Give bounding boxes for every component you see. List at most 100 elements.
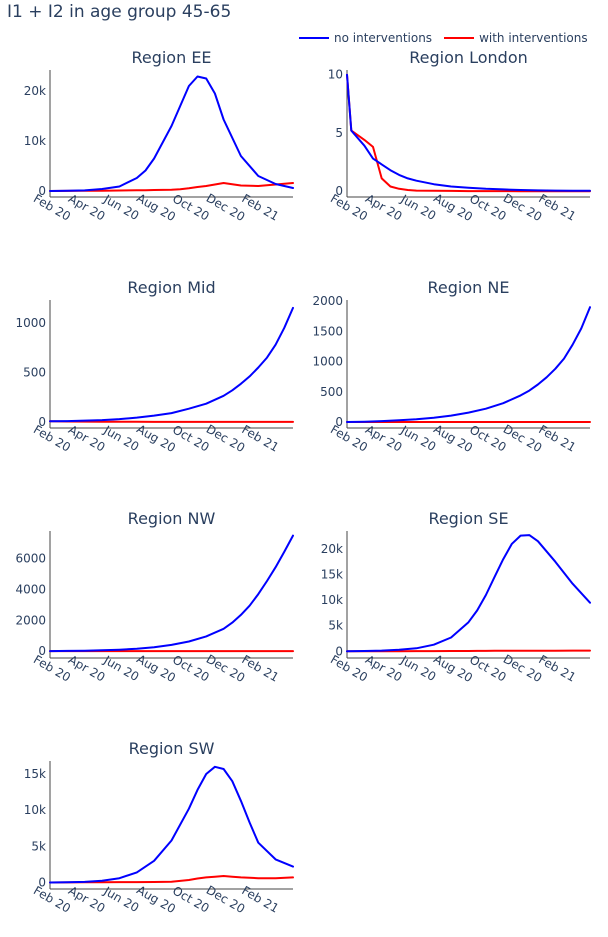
x-tick-label: Oct 20 [170, 423, 212, 455]
y-tick-label: 0 [335, 415, 343, 429]
x-tick-label: Jun 20 [398, 653, 439, 685]
y-tick-label: 10k [321, 593, 343, 607]
x-tick-label: Aug 20 [431, 422, 475, 455]
legend-item-no-interventions[interactable]: no interventions [299, 31, 432, 45]
series-line [49, 75, 294, 192]
series-line [346, 73, 591, 192]
x-tick-label: Aug 20 [134, 883, 178, 916]
y-tick-label: 2000 [312, 294, 343, 308]
series-line [49, 420, 294, 423]
x-tick-label: Oct 20 [467, 192, 509, 224]
series-line [49, 534, 294, 653]
y-tick-label: 10k [24, 803, 46, 817]
subplot-title: Region EE [131, 48, 211, 67]
x-tick-label: Feb 20 [328, 652, 370, 684]
x-tick-label: Feb 21 [536, 191, 578, 223]
y-tick-label: 0 [38, 875, 46, 889]
x-tick-label: Feb 21 [536, 422, 578, 454]
x-tick-label: Oct 20 [170, 192, 212, 224]
x-tick-label: Jun 20 [101, 884, 142, 916]
x-tick-label: Feb 21 [239, 883, 281, 915]
legend[interactable]: no interventions with interventions [299, 29, 600, 47]
x-tick-label: Feb 21 [536, 652, 578, 684]
y-tick-label: 500 [320, 385, 343, 399]
y-tick-label: 500 [23, 365, 46, 379]
x-tick-label: Oct 20 [467, 423, 509, 455]
y-tick-label: 5 [335, 126, 343, 140]
x-tick-label: Dec 20 [204, 422, 248, 455]
x-tick-label: Aug 20 [134, 191, 178, 224]
x-tick-label: Apr 20 [363, 653, 405, 685]
subplot-title: Region NE [428, 278, 510, 297]
y-tick-label: 10 [328, 68, 343, 82]
x-tick-label: Oct 20 [467, 653, 509, 685]
legend-label: with interventions [479, 31, 588, 45]
legend-item-with-interventions[interactable]: with interventions [444, 31, 588, 45]
legend-swatch [444, 37, 475, 39]
y-tick-label: 1000 [15, 316, 46, 330]
x-tick-label: Aug 20 [431, 652, 475, 685]
x-tick-label: Apr 20 [66, 884, 108, 916]
x-tick-label: Dec 20 [204, 883, 248, 916]
x-tick-label: Jun 20 [101, 192, 142, 224]
y-tick-label: 0 [335, 184, 343, 198]
subplot-title: Region London [409, 48, 528, 67]
x-tick-label: Dec 20 [204, 652, 248, 685]
y-tick-label: 20k [24, 84, 46, 98]
x-tick-label: Feb 21 [239, 191, 281, 223]
x-tick-label: Feb 21 [239, 652, 281, 684]
subplot-title: Region SE [428, 509, 508, 528]
chart-title: I1 + I2 in age group 45-65 [7, 2, 232, 22]
x-tick-label: Feb 20 [31, 191, 73, 223]
y-tick-label: 20k [321, 542, 343, 556]
legend-swatch [299, 37, 329, 39]
x-tick-label: Jun 20 [101, 423, 142, 455]
x-tick-label: Dec 20 [501, 422, 545, 455]
x-tick-label: Apr 20 [66, 192, 108, 224]
y-tick-label: 1000 [312, 355, 343, 369]
series-line [49, 182, 294, 192]
x-tick-label: Feb 21 [239, 422, 281, 454]
series-line [346, 534, 591, 653]
y-tick-label: 15k [321, 568, 343, 582]
series-line [49, 765, 294, 884]
x-tick-label: Jun 20 [398, 192, 439, 224]
x-tick-label: Dec 20 [501, 191, 545, 224]
subplot-title: Region SW [129, 739, 215, 758]
x-tick-label: Feb 20 [31, 883, 73, 915]
series-line [346, 649, 591, 653]
y-tick-label: 0 [335, 644, 343, 658]
x-tick-label: Jun 20 [398, 423, 439, 455]
y-tick-label: 0 [38, 644, 46, 658]
legend-label: no interventions [334, 31, 433, 45]
y-tick-label: 1500 [312, 324, 343, 338]
y-tick-label: 10k [24, 134, 46, 148]
x-tick-label: Apr 20 [66, 653, 108, 685]
y-tick-label: 5k [328, 619, 343, 633]
x-tick-label: Feb 20 [31, 652, 73, 684]
x-tick-label: Feb 20 [328, 422, 370, 454]
series-line [49, 875, 294, 884]
subplot-title: Region NW [128, 509, 216, 528]
x-tick-label: Oct 20 [170, 884, 212, 916]
x-tick-label: Aug 20 [134, 652, 178, 685]
y-tick-label: 0 [38, 184, 46, 198]
x-tick-label: Aug 20 [134, 422, 178, 455]
x-tick-label: Dec 20 [501, 652, 545, 685]
x-tick-label: Feb 20 [31, 422, 73, 454]
y-tick-label: 5k [31, 839, 46, 853]
x-tick-label: Apr 20 [66, 423, 108, 455]
y-tick-label: 6000 [15, 552, 46, 566]
y-tick-label: 4000 [15, 582, 46, 596]
series-line [49, 306, 294, 423]
x-tick-label: Aug 20 [431, 191, 475, 224]
series-line [346, 306, 591, 423]
